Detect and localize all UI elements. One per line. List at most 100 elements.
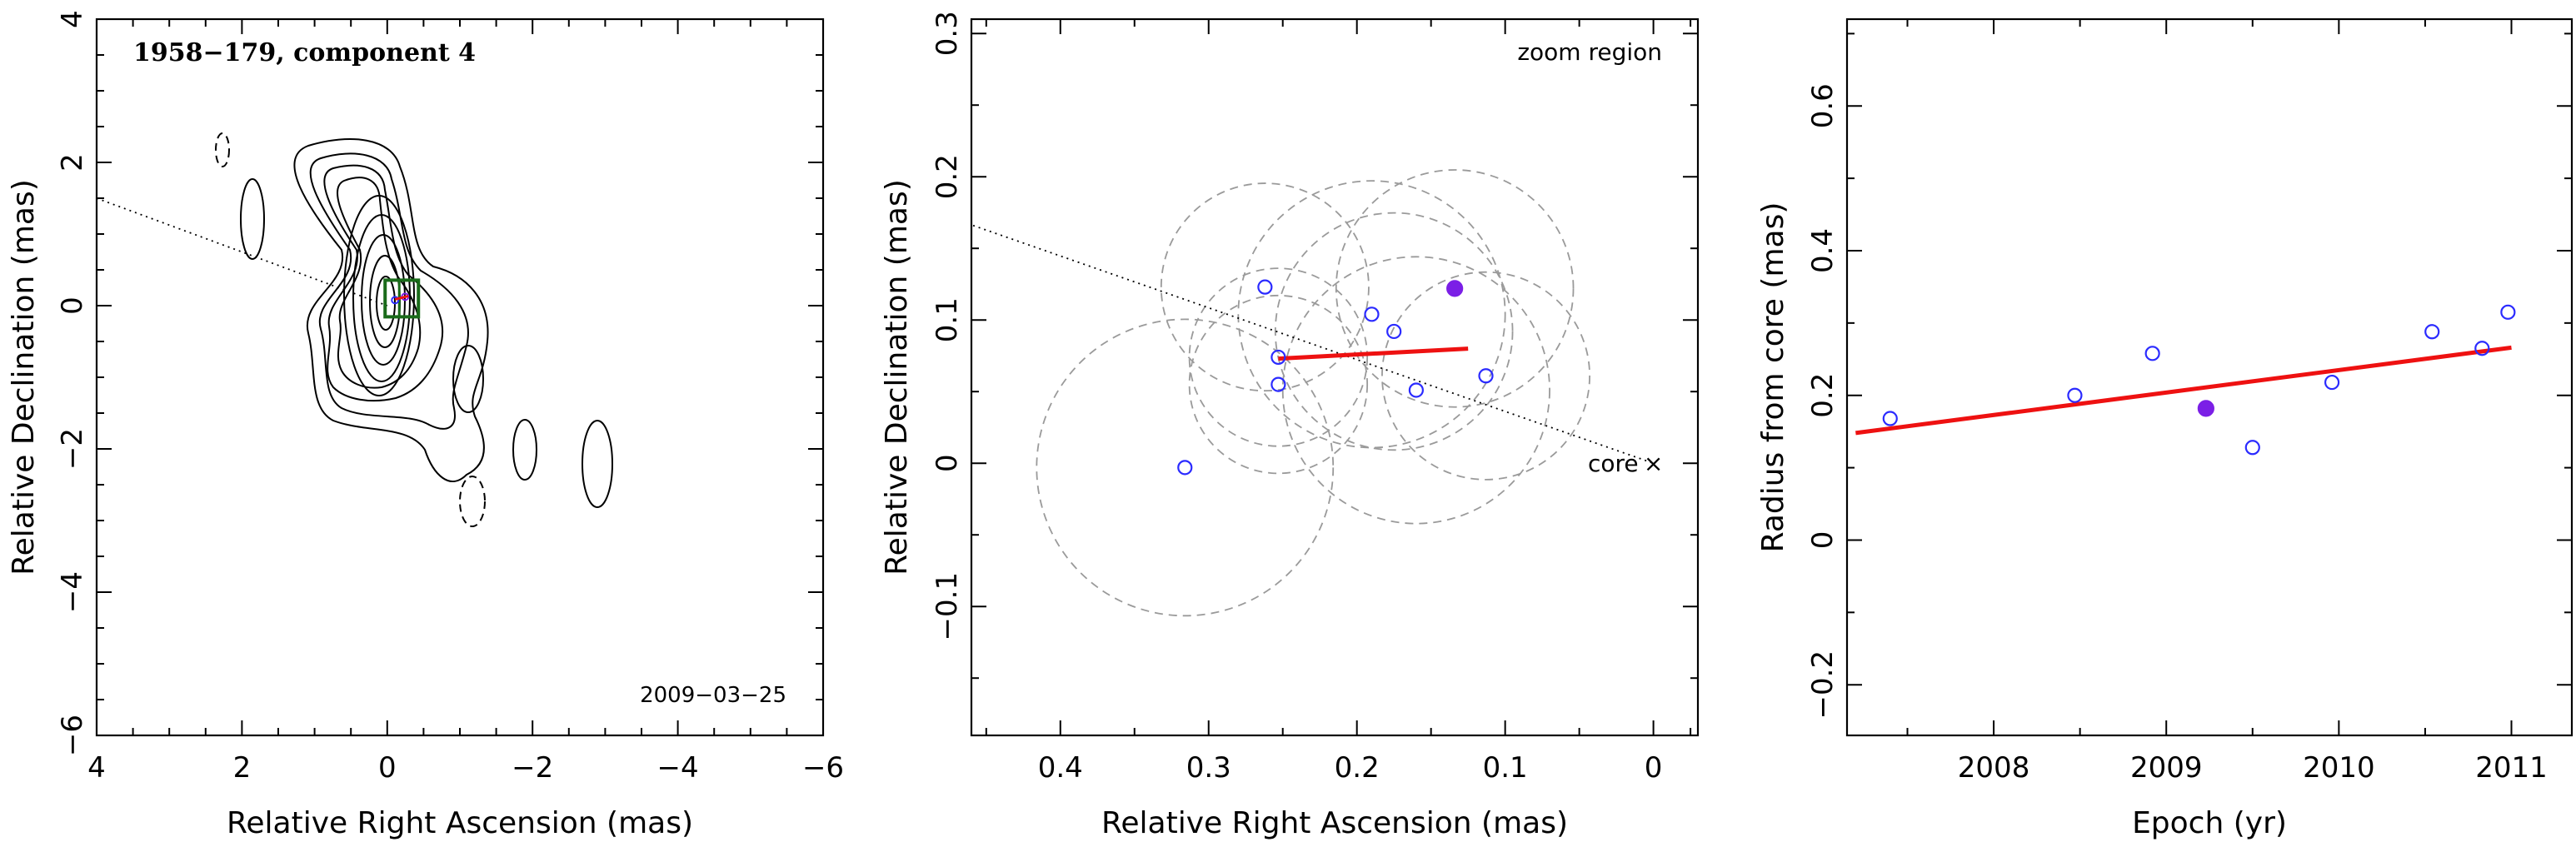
highlighted-epoch-point [1446,280,1464,297]
radius-x-tick-label: 2010 [2303,751,2375,785]
contour-level-2 [309,152,469,430]
component-markers [391,280,410,317]
position-error-circle [1281,256,1550,525]
radius-x-tick-label: 2008 [1958,751,2030,785]
component-fit-line [394,294,409,301]
position-error-circle [1188,267,1369,447]
highlighted-radius-point [2197,400,2214,417]
contour-y-tick-label: 4 [56,10,89,28]
radius-y-tick-label: 0 [1806,531,1840,550]
radius-point [2474,341,2490,356]
contour-map-frame [95,17,825,737]
contour-x-tick-label: 2 [233,751,252,785]
core-label: core [1588,450,1639,477]
epoch-point [1386,323,1402,340]
zoom-fit-line [1278,346,1469,361]
contour-x-tick-label: 0 [378,751,397,785]
radius-fit-line [1855,345,2512,436]
position-error-circle [1036,318,1335,617]
radius-point [2244,440,2260,456]
component-point [391,296,400,305]
zoom-x-tick-label: 0.1 [1483,751,1528,785]
epoch-point [1408,382,1424,398]
contour-y-tick-label: −4 [56,571,89,613]
zoom-y-ticks: 0.3 0.2 0.1 0 −0.1 [931,11,1698,680]
radius-epoch-panel: 2008 2009 2010 2011 0.6 0.4 0.2 0 −0.2 Epoch (y… [1756,17,2574,840]
zoom-y-tick-label: 0.2 [931,154,964,199]
radius-y-ticks: 0.6 0.4 0.2 0 −0.2 [1806,32,2572,720]
contour-y-tick-label: 2 [56,153,89,172]
radius-y-tick-label: 0.4 [1806,228,1840,273]
contour-secondary-right [512,419,537,481]
position-error-circle [1188,294,1369,475]
core-marker-icon: × [1644,450,1663,477]
contour-y-tick-label: 0 [56,296,89,315]
observation-date: 2009−03−25 [640,683,786,708]
radius-plot-area [1855,304,2516,456]
negative-contour-top-left [215,132,230,167]
radius-point [2424,324,2440,340]
contour-map-y-axis-title: Relative Declination (mas) [7,179,41,575]
radius-y-tick-label: 0.6 [1806,83,1840,128]
epoch-point [1364,306,1380,322]
contour-set [215,132,613,527]
radius-x-tick-label: 2009 [2130,751,2203,785]
radius-x-tick-label: 2011 [2475,751,2548,785]
zoom-y-tick-label: 0.3 [931,11,964,56]
contour-level-6 [352,214,411,382]
epoch-point [1257,279,1273,295]
contour-far-right [582,420,613,508]
zoom-panel: core × 0.4 0.3 0.2 0.1 0 0.3 0.2 0.1 0 −0.1 zoom… [880,11,1700,840]
error-circles [1036,169,1590,617]
radius-x-axis-title: Epoch (yr) [2132,806,2287,840]
zoom-x-tick-label: 0.3 [1186,751,1231,785]
zoom-region-box [383,278,421,319]
radius-y-axis-title: Radius from core (mas) [1756,202,1790,553]
zoom-x-ticks: 0.4 0.3 0.2 0.1 0 [985,19,1692,785]
radius-x-ticks: 2008 2009 2010 2011 [1906,19,2548,785]
position-error-circle [1274,212,1514,451]
contour-map-y-ticks: 4 2 0 −2 −4 −6 [56,10,823,756]
radius-point [1882,411,1898,426]
zoom-y-axis-title: Relative Declination (mas) [880,179,914,575]
radius-y-tick-label: 0.2 [1806,373,1840,418]
radius-point [2324,374,2340,391]
contour-level-5 [343,195,415,396]
contour-y-tick-label: −6 [56,715,89,756]
zoom-y-tick-label: 0 [931,454,964,472]
epoch-point [1177,460,1193,476]
radius-point [2067,387,2083,403]
zoom-plot-area: core × [971,169,1663,617]
contour-map-x-axis-title: Relative Right Ascension (mas) [227,806,693,840]
contour-x-tick-label: −4 [657,751,699,785]
contour-x-tick-label: −6 [802,751,844,785]
zoom-ridge-line [971,224,1654,465]
contour-level-1 [293,138,489,483]
zoom-x-tick-label: 0.2 [1335,751,1380,785]
contour-jet-knot [452,345,484,413]
position-error-circle [1381,271,1590,481]
position-error-circle [1335,169,1575,408]
zoom-annotation: zoom region [1517,38,1662,66]
contour-map-panel: 4 2 0 −2 −4 −6 4 2 0 −2 −4 −6 1958−179, component … [7,10,844,840]
radius-point [2144,346,2160,361]
epoch-point [1271,376,1286,392]
zoom-frame [970,17,1700,737]
radius-y-tick-label: −0.2 [1806,650,1840,720]
contour-x-tick-label: 4 [87,751,106,785]
zoom-x-tick-label: 0.4 [1038,751,1083,785]
contour-map-plot-area [97,132,613,527]
radius-points [1882,304,2516,456]
zoom-y-tick-label: 0.1 [931,297,964,342]
contour-x-tick-label: −2 [512,751,553,785]
zoom-y-tick-label: −0.1 [931,572,964,641]
position-error-circle [1237,180,1506,449]
zoom-points [1177,279,1494,476]
radius-point [2500,304,2516,320]
epoch-point [1478,368,1494,384]
negative-contour-bottom [459,476,486,527]
contour-level-4 [337,177,422,389]
position-error-circle [1160,182,1370,392]
zoom-x-tick-label: 0 [1645,751,1663,785]
